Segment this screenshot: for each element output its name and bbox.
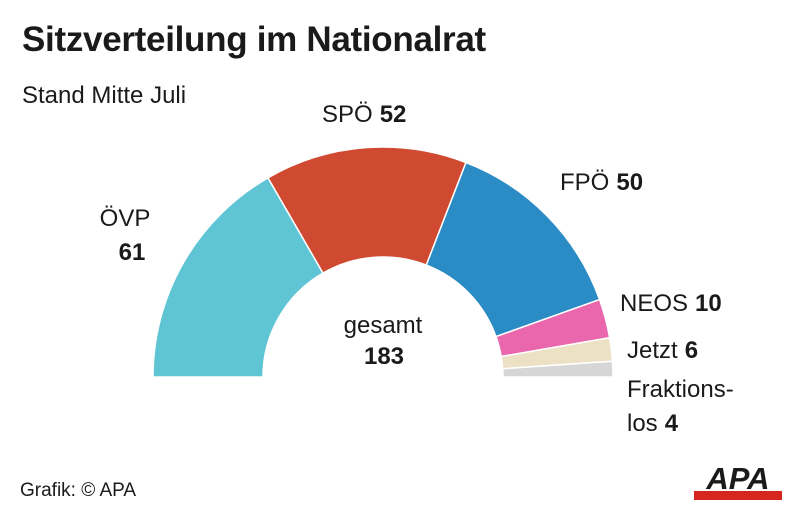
chart-title: Sitzverteilung im Nationalrat <box>22 20 486 59</box>
label-fpo-name: FPÖ <box>560 169 609 196</box>
segment-ovp <box>152 176 325 378</box>
apa-logo-text: APA <box>705 462 769 496</box>
label-fraktionslos-value: 4 <box>665 410 679 437</box>
label-fraktionslos-name2: los <box>627 410 658 437</box>
center-value: 183 <box>364 343 404 370</box>
segment-spo <box>266 146 467 275</box>
label-neos: NEOS 10 <box>620 290 722 317</box>
label-fraktionslos-line1: Fraktions- <box>627 376 734 403</box>
label-jetzt: Jetzt 6 <box>627 337 698 364</box>
apa-logo-bar <box>694 491 782 500</box>
label-ovp-value: 61 <box>119 239 146 266</box>
label-fraktionslos-line2: los 4 <box>627 410 679 437</box>
apa-logo: APA <box>694 462 782 500</box>
label-spo-name: SPÖ <box>322 101 373 128</box>
label-spo-value: 52 <box>380 101 407 128</box>
label-fpo: FPÖ 50 <box>560 169 643 196</box>
label-spo: SPÖ 52 <box>322 101 406 128</box>
segments-group <box>152 146 614 378</box>
label-neos-name: NEOS <box>620 290 688 317</box>
label-ovp-name: ÖVP <box>100 205 151 232</box>
chart-subtitle: Stand Mitte Juli <box>22 82 187 109</box>
center-label: gesamt <box>344 312 423 339</box>
segment-fraktionslos <box>501 360 614 378</box>
footer-source: Grafik: © APA <box>20 480 137 501</box>
label-fpo-value: 50 <box>616 169 643 196</box>
label-neos-value: 10 <box>695 290 722 317</box>
label-jetzt-value: 6 <box>685 337 698 364</box>
label-jetzt-name: Jetzt <box>627 337 678 364</box>
